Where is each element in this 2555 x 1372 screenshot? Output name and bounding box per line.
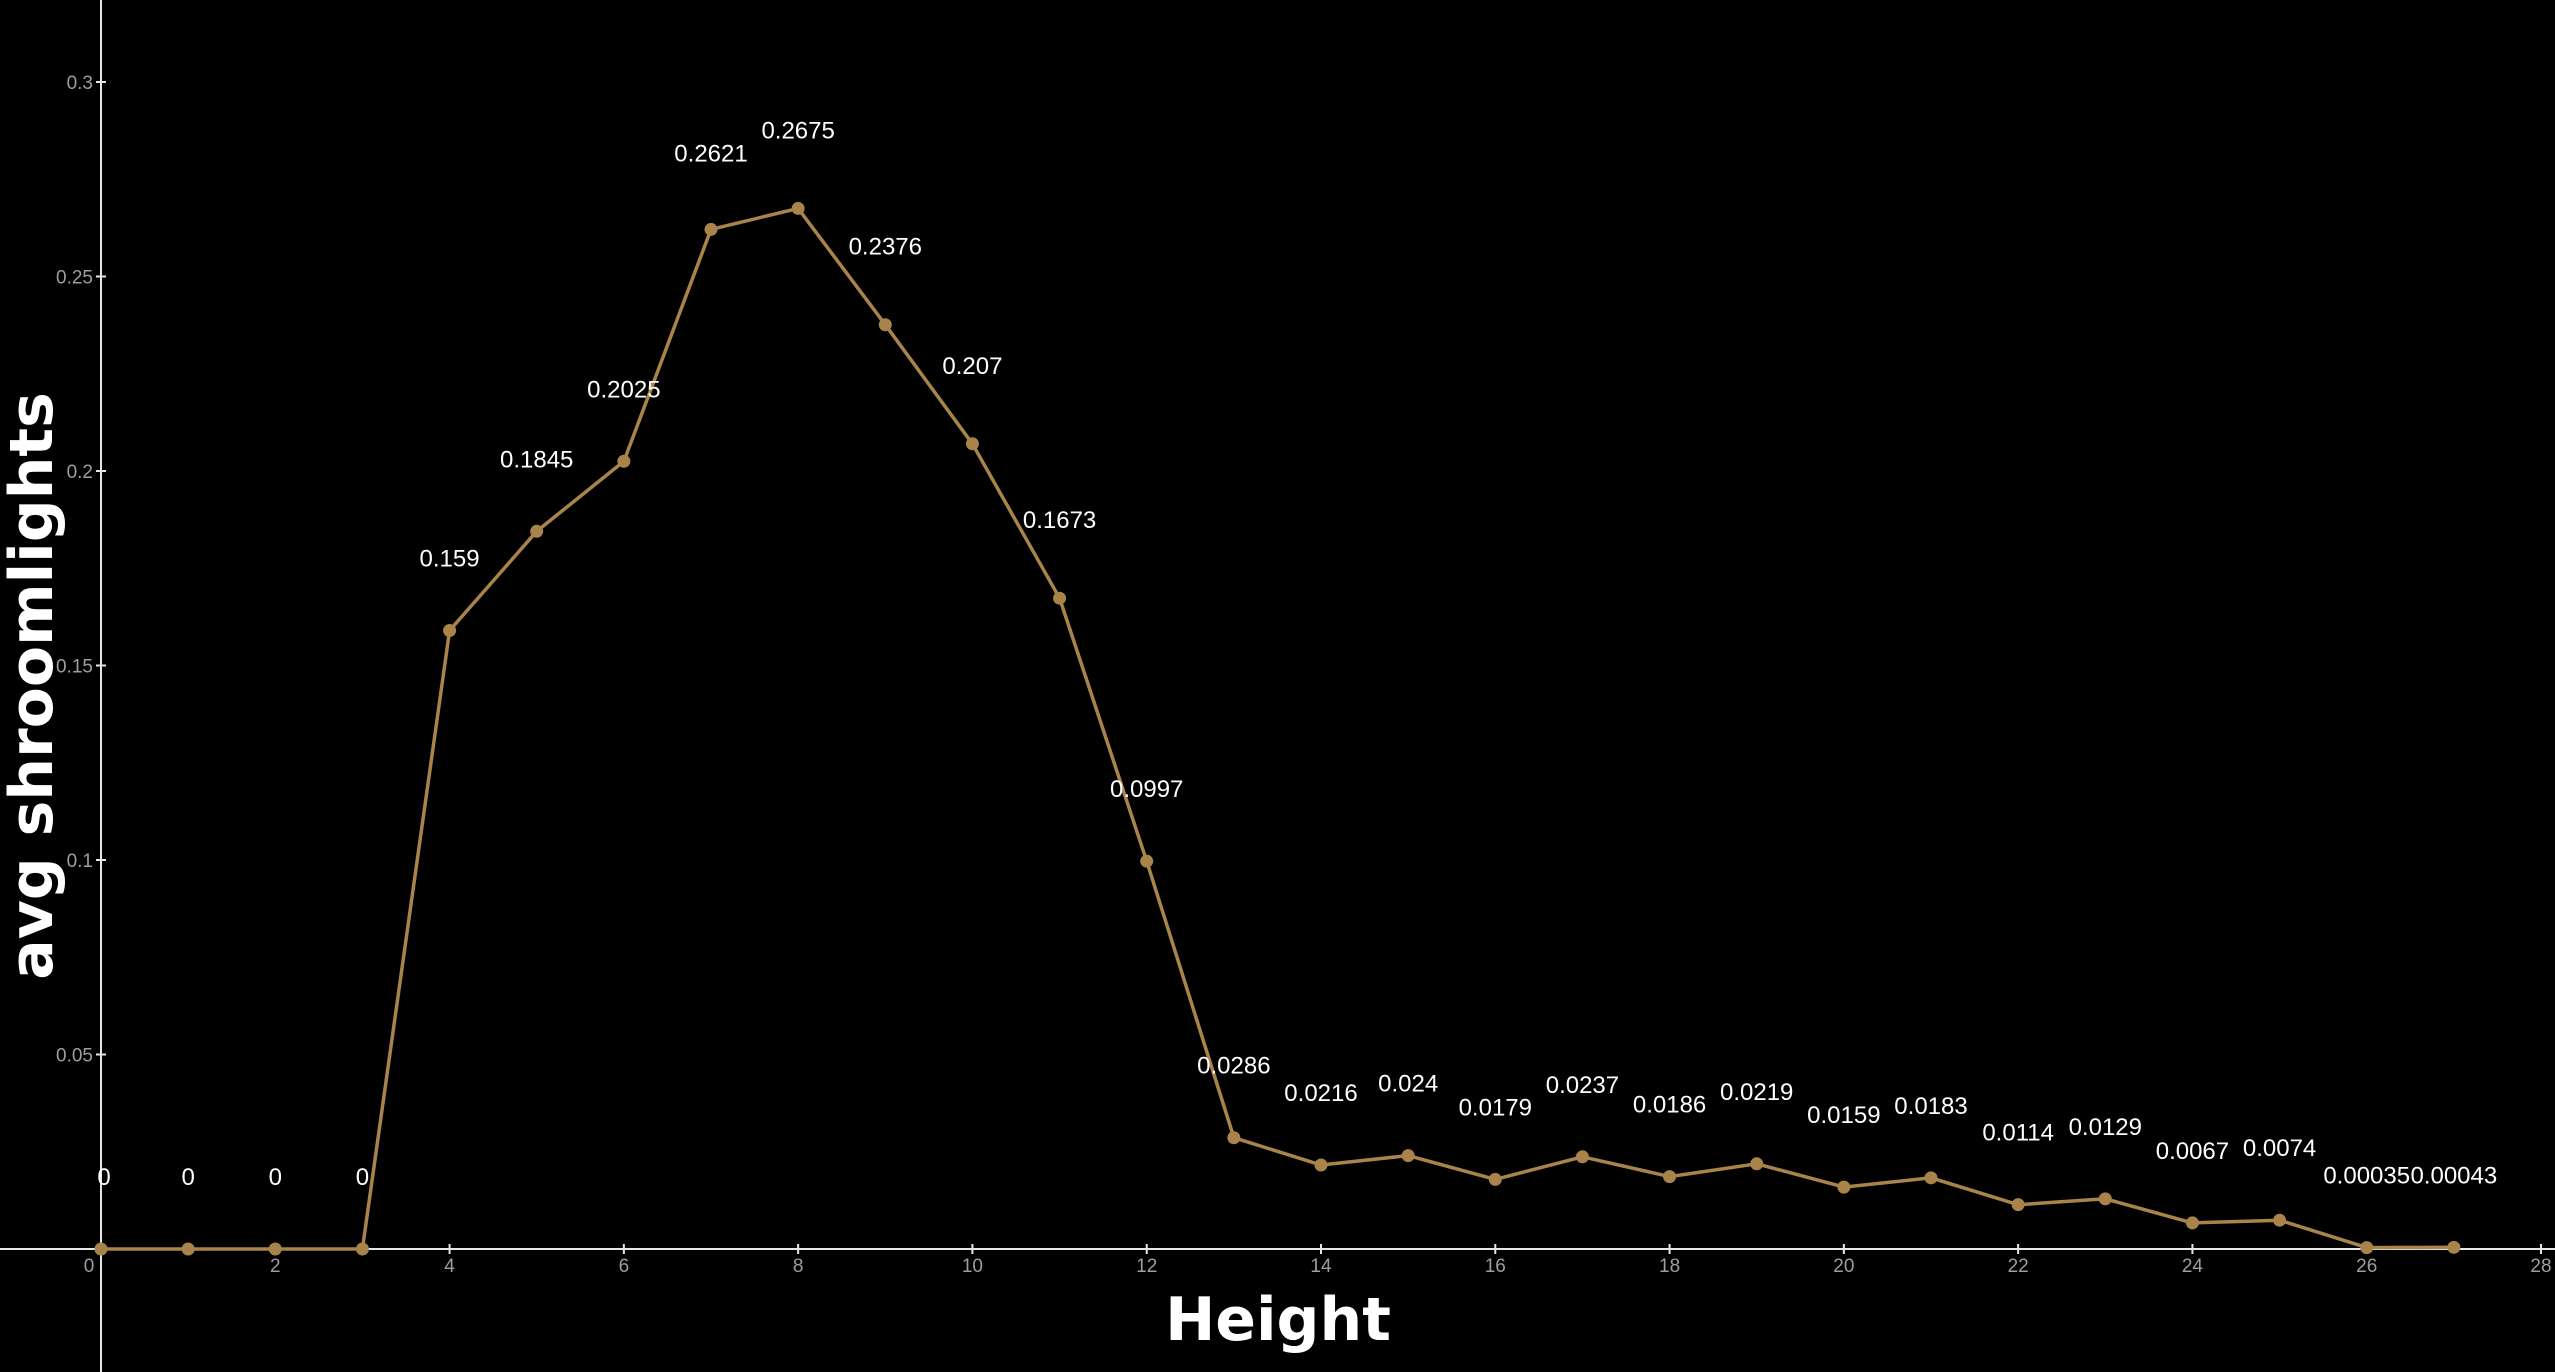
data-point	[1053, 591, 1067, 605]
x-tick-label: 18	[1659, 1256, 1680, 1277]
data-label: 0.0067	[2156, 1138, 2229, 1165]
x-tick-label: 22	[2008, 1256, 2029, 1277]
data-point	[617, 454, 631, 468]
data-point	[2185, 1216, 2199, 1230]
data-label: 0.0997	[1110, 776, 1183, 803]
x-tick-label: 0	[84, 1256, 95, 1277]
x-axis-title: Height	[1165, 1285, 1391, 1355]
data-label: 0.1673	[1023, 507, 1096, 534]
data-label: 0.0179	[1459, 1094, 1532, 1121]
x-tick-label: 16	[1485, 1256, 1506, 1277]
data-point	[791, 201, 805, 215]
data-point	[530, 524, 544, 538]
y-tick-label: 0.1	[67, 851, 93, 872]
data-label: 0	[181, 1164, 194, 1191]
data-point	[443, 623, 457, 637]
data-label: 0.2376	[849, 234, 922, 261]
y-tick-label: 0.2	[67, 462, 93, 483]
data-point	[965, 437, 979, 451]
data-labels: 0 0 0 0 0.159 0.1845 0.2025 0.2621 0.2675 0.2376 0…	[97, 117, 2497, 1191]
x-tick-label: 24	[2182, 1256, 2204, 1277]
data-point	[1227, 1131, 1241, 1145]
data-label: 0.0219	[1720, 1079, 1793, 1106]
data-label: 0.0237	[1546, 1072, 1619, 1099]
y-tick-label: 0.25	[56, 268, 93, 289]
data-label: 0.0074	[2243, 1135, 2316, 1162]
data-point	[2360, 1241, 2374, 1255]
data-label: 0.0114	[1982, 1120, 2054, 1147]
data-label: 0.207	[942, 353, 1002, 380]
series-layer	[101, 206, 2454, 1251]
x-tick-label: 4	[444, 1256, 455, 1277]
x-tick-label: 6	[619, 1256, 630, 1277]
data-label: 0.0159	[1807, 1102, 1880, 1129]
data-point	[2098, 1192, 2112, 1206]
y-tick-label: 0.3	[67, 73, 93, 94]
data-label: 0.0129	[2069, 1114, 2142, 1141]
data-label: 0.00043	[2410, 1162, 2497, 1189]
data-label: 0.0186	[1633, 1092, 1706, 1119]
data-label: 0.0183	[1894, 1093, 1967, 1120]
x-tick-label: 2	[270, 1256, 281, 1277]
data-label: 0	[356, 1164, 369, 1191]
data-label: 0	[97, 1164, 110, 1191]
data-point	[704, 222, 718, 236]
data-point	[2273, 1213, 2287, 1227]
data-point	[94, 1242, 108, 1256]
data-label: 0.2675	[761, 117, 834, 144]
data-label: 0.00035	[2323, 1163, 2410, 1190]
data-point	[2011, 1198, 2025, 1212]
x-tick-label: 28	[2530, 1256, 2551, 1277]
data-label: 0.0286	[1197, 1053, 1270, 1080]
x-tick-label: 20	[1833, 1256, 1854, 1277]
series-line	[101, 206, 2454, 1251]
x-tick-label: 12	[1136, 1256, 1157, 1277]
data-label: 0.2621	[674, 140, 747, 167]
data-point	[1837, 1180, 1851, 1194]
data-point	[268, 1242, 282, 1256]
data-label: 0.159	[420, 545, 480, 572]
data-point	[2447, 1240, 2461, 1254]
y-tick-label: 0.05	[56, 1046, 93, 1067]
data-label: 0.1845	[500, 446, 573, 473]
data-label: 0.0216	[1284, 1080, 1357, 1107]
y-axis-title: avg shroomlights	[0, 392, 67, 980]
data-label: 0	[269, 1164, 282, 1191]
data-point	[1314, 1158, 1328, 1172]
data-point	[1924, 1171, 1938, 1185]
x-tick-label: 10	[962, 1256, 983, 1277]
ticks: 0 2 4 6 8 10 12 14 16 18 20 22 24 26 280.050.10.150.20…	[56, 73, 2552, 1277]
x-tick-label: 8	[793, 1256, 804, 1277]
data-point	[355, 1242, 369, 1256]
data-point	[878, 318, 892, 332]
data-point	[1575, 1150, 1589, 1164]
x-tick-label: 26	[2356, 1256, 2377, 1277]
data-points	[94, 201, 2461, 1256]
data-point	[1140, 854, 1154, 868]
data-point	[1750, 1157, 1764, 1171]
data-point	[1401, 1149, 1415, 1163]
data-point	[1488, 1172, 1502, 1186]
x-tick-label: 14	[1310, 1256, 1332, 1277]
y-tick-label: 0.15	[56, 657, 93, 678]
data-point	[181, 1242, 195, 1256]
data-label: 0.024	[1378, 1071, 1438, 1098]
data-point	[1663, 1170, 1677, 1184]
data-label: 0.2025	[587, 376, 660, 403]
